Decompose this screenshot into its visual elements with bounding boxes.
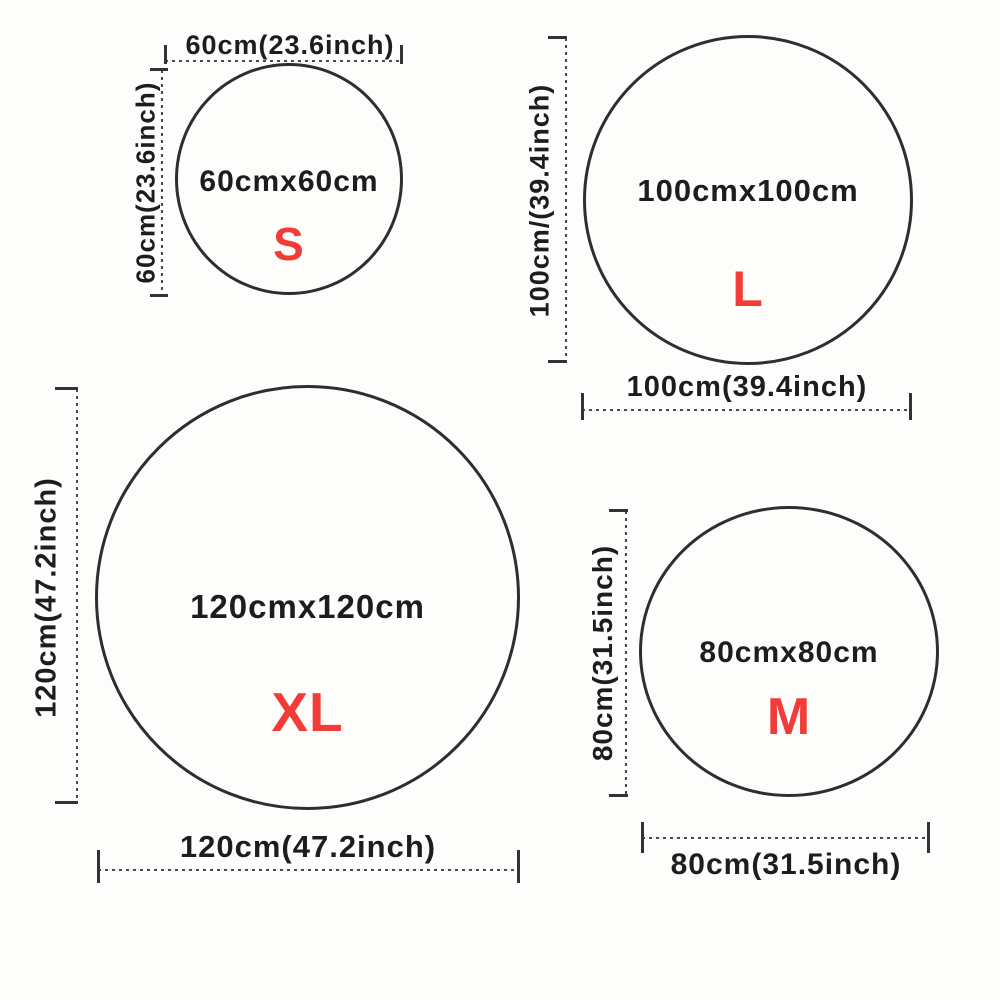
height-label-l: 100cm/(39.4inch) [524,83,555,318]
width-tick-right-xl [517,850,520,883]
size-letter-xl: XL [271,681,344,743]
height-dimension-line-s [161,70,163,297]
size-letter-s: S [273,218,305,270]
height-label-xl: 120cm(47.2inch) [30,477,63,718]
width-tick-right-s [400,45,403,64]
width-label-s: 60cm(23.6inch) [185,30,395,60]
width-tick-left-m [641,822,644,853]
width-dimension-line-xl [98,869,519,871]
width-label-m: 80cm(31.5inch) [670,848,902,881]
size-letter-m: M [766,688,812,746]
height-dimension-line-xl [76,389,78,803]
height-dimension-line-m [625,511,627,797]
circle-outline-xl: 120cmx120cm XL [95,385,520,810]
height-label-s: 60cm(23.6inch) [130,81,161,284]
height-dimension-line-l [565,38,567,362]
width-tick-left-l [581,393,584,420]
width-dimension-line-m [642,837,930,839]
height-tick-top-xl [55,387,78,390]
size-letter-l: L [732,261,764,317]
height-tick-bottom-m [609,794,628,797]
circle-outline-m: 80cmx80cm M [639,506,939,797]
height-label-m: 80cm(31.5inch) [587,544,618,762]
size-text-m: 80cmx80cm [699,636,879,669]
width-dimension-line-s [165,60,403,62]
height-tick-bottom-s [150,294,168,297]
width-label-xl: 120cm(47.2inch) [179,829,437,864]
size-text-s: 60cmx60cm [199,165,379,198]
size-text-l: 100cmx100cm [637,173,859,208]
height-tick-bottom-xl [55,801,78,804]
width-dimension-line-l [582,409,912,411]
width-label-l: 100cm(39.4inch) [626,371,868,403]
height-tick-top-l [548,36,567,39]
height-tick-top-s [150,68,168,71]
size-text-xl: 120cmx120cm [190,588,425,625]
circle-outline-l: 100cmx100cm L [583,35,913,365]
width-tick-right-l [909,393,912,420]
width-tick-left-xl [97,850,100,883]
height-tick-bottom-l [548,360,567,363]
width-tick-right-m [927,822,930,853]
height-tick-top-m [609,509,628,512]
circle-outline-s: 60cmx60cm S [175,63,403,295]
width-tick-left-s [164,45,167,64]
